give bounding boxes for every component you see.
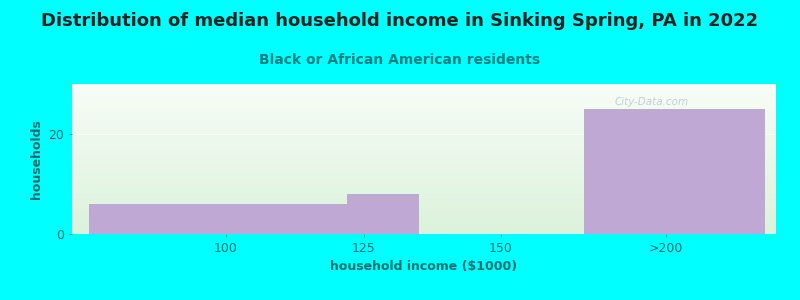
Y-axis label: households: households — [30, 119, 43, 199]
Text: City-Data.com: City-Data.com — [614, 97, 688, 107]
Bar — [89, 204, 347, 234]
Bar — [347, 194, 418, 234]
X-axis label: household income ($1000): household income ($1000) — [330, 260, 518, 273]
Text: Black or African American residents: Black or African American residents — [259, 53, 541, 67]
Bar — [583, 109, 765, 234]
Text: Distribution of median household income in Sinking Spring, PA in 2022: Distribution of median household income … — [42, 12, 758, 30]
